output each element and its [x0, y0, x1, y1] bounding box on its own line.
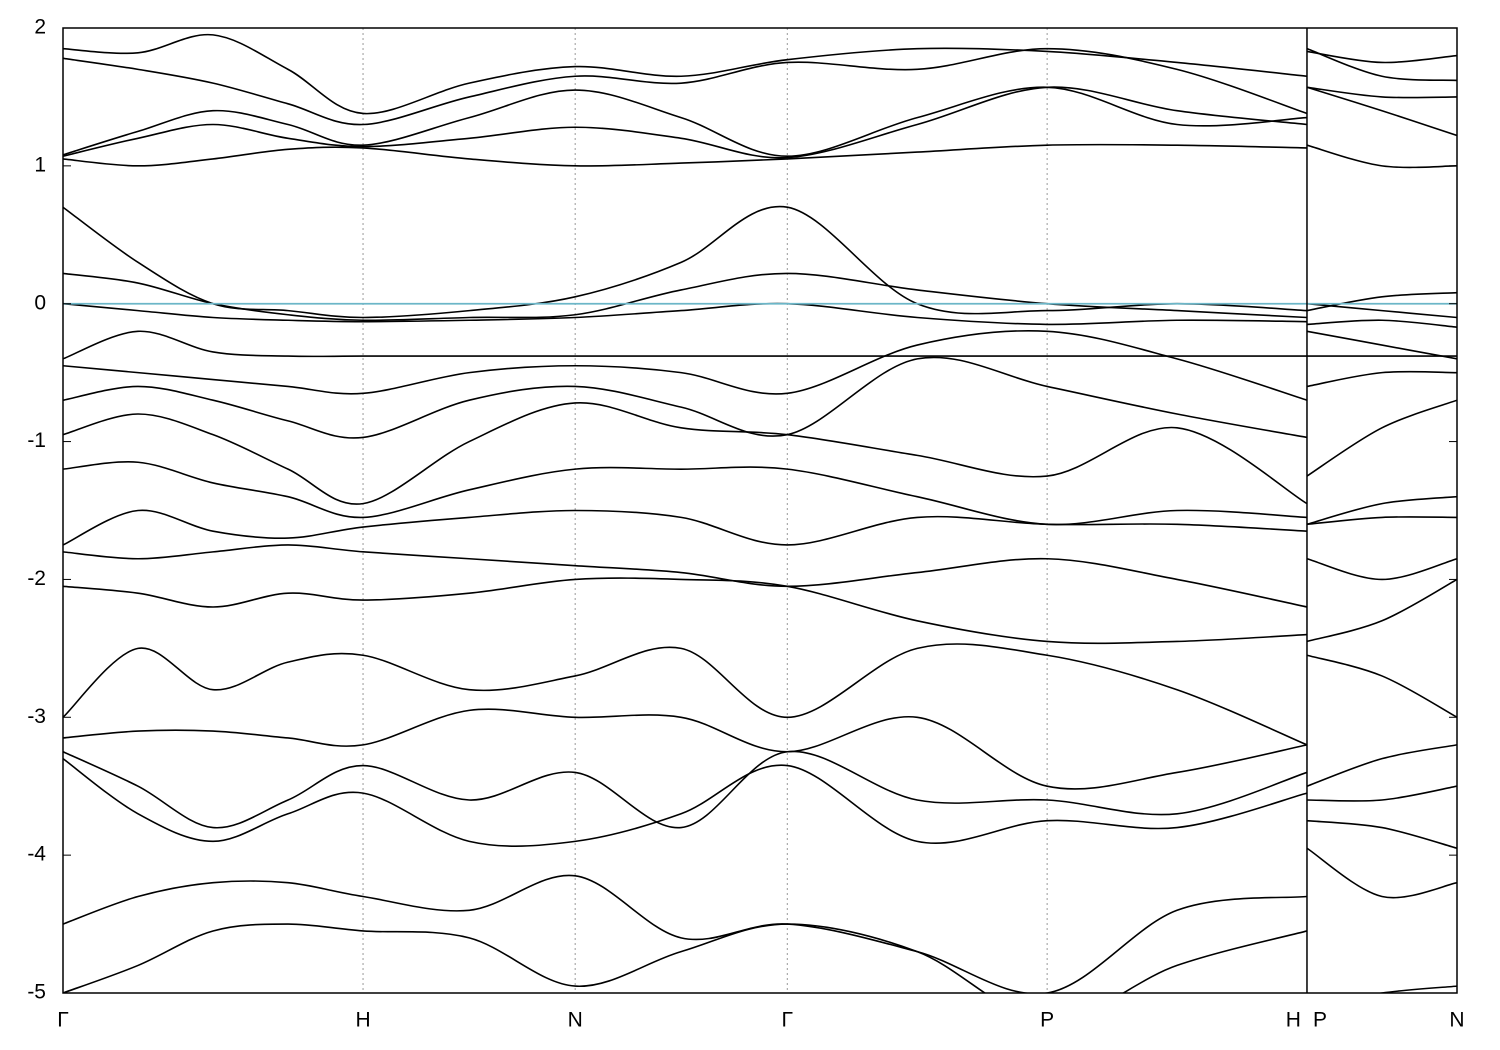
band: [63, 577, 1457, 645]
band: [63, 330, 1457, 360]
y-tick-label: 0: [34, 291, 46, 314]
x-tick-label: P: [1040, 1009, 1054, 1032]
labels-layer: 210-1-2-3-4-5Γ H N Γ P H P N: [27, 16, 1464, 1032]
band: [63, 272, 1457, 322]
band: [63, 544, 1457, 608]
band: [63, 643, 1457, 746]
x-tick-label: N: [1449, 1009, 1464, 1032]
x-tick-label: H: [1286, 1009, 1301, 1032]
band: [63, 923, 1457, 993]
band: [63, 33, 1457, 115]
band: [63, 708, 1457, 790]
band: [63, 47, 1457, 126]
y-tick-label: -1: [27, 429, 46, 452]
x-tick-label: H: [355, 1009, 370, 1032]
y-tick-label: -4: [27, 843, 46, 866]
bands-layer: [63, 33, 1457, 993]
band: [63, 86, 1457, 158]
y-tick-label: -3: [27, 705, 46, 728]
x-tick-label: P: [1313, 1009, 1327, 1032]
grid-layer: [62, 28, 1458, 993]
y-tick-label: -2: [27, 567, 46, 590]
x-tick-label: N: [568, 1009, 583, 1032]
band: [63, 302, 1457, 328]
band: [63, 461, 1457, 526]
plot-frame: [62, 27, 1458, 994]
band: [63, 356, 1457, 439]
y-tick-label: 2: [34, 16, 46, 39]
band: [63, 750, 1457, 829]
band: [63, 757, 1457, 850]
band: [63, 509, 1457, 546]
band: [63, 399, 1457, 505]
band: [63, 329, 1457, 401]
x-tick-label: Γ: [782, 1009, 794, 1032]
y-tick-label: -5: [27, 981, 46, 1004]
band: [63, 143, 1457, 169]
band: [63, 847, 1457, 993]
band: [63, 205, 1457, 319]
x-tick-label: Γ: [57, 1009, 69, 1032]
y-tick-label: 1: [34, 153, 46, 176]
band: [63, 86, 1457, 159]
